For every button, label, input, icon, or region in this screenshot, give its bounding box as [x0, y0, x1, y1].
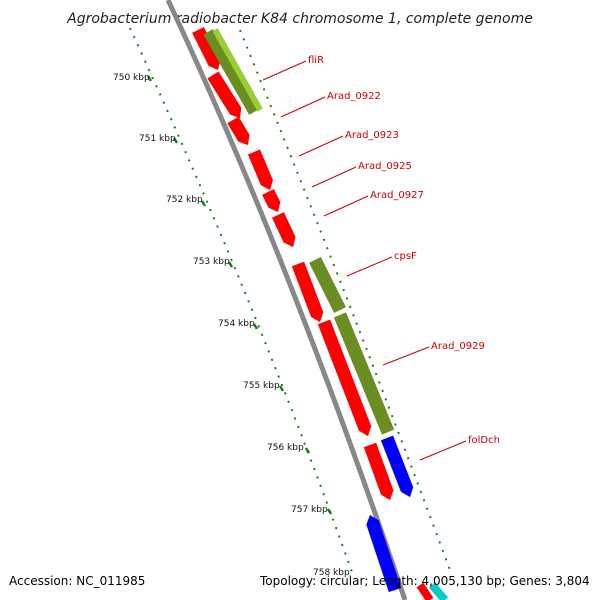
gene-feature [333, 312, 395, 435]
gene-label: Arad_0922 [327, 91, 381, 102]
ruler-tick [252, 323, 259, 330]
ruler-tick [326, 508, 333, 515]
ruler-label: 750 kbp [113, 73, 150, 83]
gene-feature [366, 514, 402, 593]
ruler-ticks [146, 75, 333, 515]
ruler-labels: 750 kbp 751 kbp 752 kbp 753 kbp 754 kbp 755 k… [113, 73, 350, 578]
gene-leader-line [262, 60, 307, 81]
accession-text: Accession: NC_011985 [9, 574, 146, 588]
gene-label: Arad_0927 [370, 190, 424, 201]
ruler-label: 757 kbp [291, 505, 328, 515]
ruler-label: 752 kbp [166, 195, 203, 205]
gene-leader-line [311, 166, 357, 188]
gene-leader-line [280, 96, 326, 118]
genome-summary-text: Topology: circular; Length: 4,005,130 bp… [260, 574, 590, 588]
gene-feature [247, 149, 274, 191]
gene-label: Arad_0929 [431, 341, 485, 352]
gene-label: Arad_0923 [345, 130, 399, 141]
gene-leader-line [346, 256, 393, 277]
ruler-tick [304, 447, 311, 454]
outer-dotted-arc [239, 29, 451, 571]
ruler-tick [278, 385, 285, 392]
gene-leader-line [382, 346, 430, 366]
ruler-label: 756 kbp [267, 443, 304, 453]
gene-feature [191, 26, 221, 71]
ruler-label: 755 kbp [243, 381, 280, 391]
gene-label: fliR [308, 55, 324, 66]
ruler-tick [200, 200, 207, 207]
gene-label: folDch [468, 435, 500, 446]
gene-feature [416, 582, 434, 600]
gene-leader-line [323, 195, 369, 217]
gene-leader-line [298, 135, 344, 157]
gene-labels: fliR Arad_0922 Arad_0923 Arad_0925 Arad_0927… [308, 55, 500, 446]
backbone-arc [165, 0, 408, 600]
gene-feature [271, 211, 296, 248]
ruler-label: 758 kbp [313, 568, 350, 578]
gene-feature [261, 188, 281, 213]
map-title: Agrobacterium radiobacter K84 chromosome… [66, 11, 533, 27]
ruler-label: 754 kbp [218, 319, 255, 329]
ruler-label: 751 kbp [139, 134, 176, 144]
gene-leader-line [419, 440, 467, 461]
ruler-tick [227, 261, 234, 268]
gene-feature [212, 28, 263, 112]
gene-label: cpsF [394, 251, 417, 262]
ruler-tick [146, 75, 153, 82]
ruler-tick [172, 137, 179, 144]
gene-features [191, 26, 449, 600]
gene-feature [227, 116, 250, 146]
gene-feature [380, 435, 414, 498]
gene-feature [363, 442, 394, 501]
gene-label: Arad_0925 [358, 161, 412, 172]
gene-feature [207, 71, 242, 119]
ruler-label: 753 kbp [193, 257, 230, 267]
gene-feature [291, 261, 324, 323]
gene-leaders [262, 60, 467, 461]
gene-feature [308, 256, 347, 314]
gene-feature [317, 319, 372, 437]
gene-feature [428, 582, 449, 600]
